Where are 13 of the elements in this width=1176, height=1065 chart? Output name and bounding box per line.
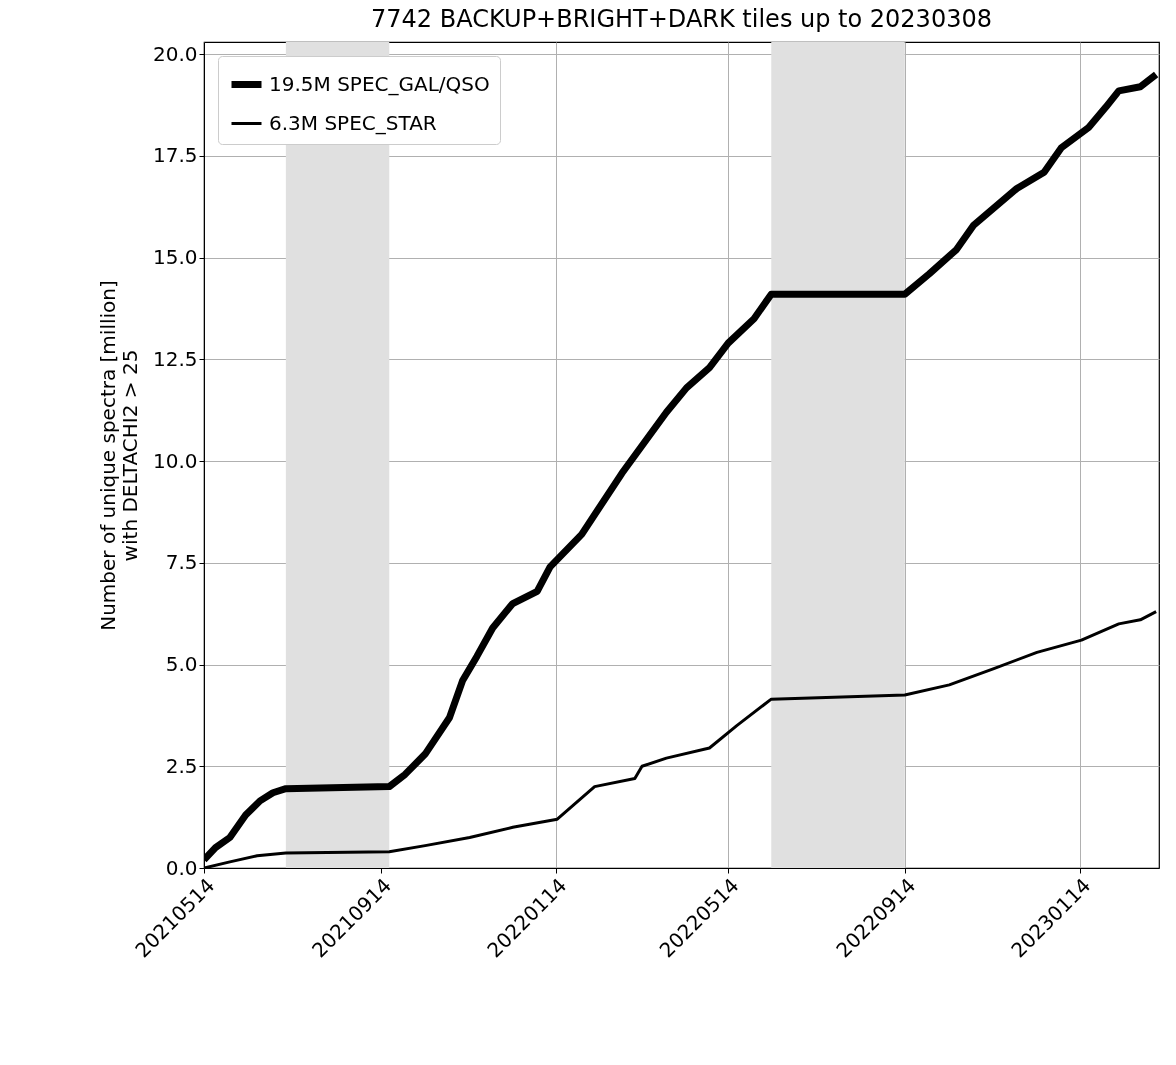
y-tick-label: 7.5 — [165, 550, 198, 575]
y-tick-label: 5.0 — [165, 652, 198, 677]
y-axis-title: Number of unique spectra [million] with DELTACHI2 > 25 — [95, 280, 142, 631]
y-tick-label: 17.5 — [152, 143, 198, 168]
y-tick-label: 20.0 — [152, 41, 198, 66]
y-tick-label: 0.0 — [165, 855, 198, 880]
chart-title: 7742 BACKUP+BRIGHT+DARK tiles up to 20230308 — [371, 5, 992, 33]
y-tick-label: 10.0 — [152, 448, 198, 473]
legend-label: 6.3M SPEC_STAR — [269, 110, 437, 135]
y-tick-label: 2.5 — [165, 753, 198, 778]
y-tick-label: 12.5 — [152, 346, 198, 371]
legend-label: 19.5M SPEC_GAL/QSO — [269, 71, 490, 96]
y-tick-label: 15.0 — [152, 245, 198, 270]
